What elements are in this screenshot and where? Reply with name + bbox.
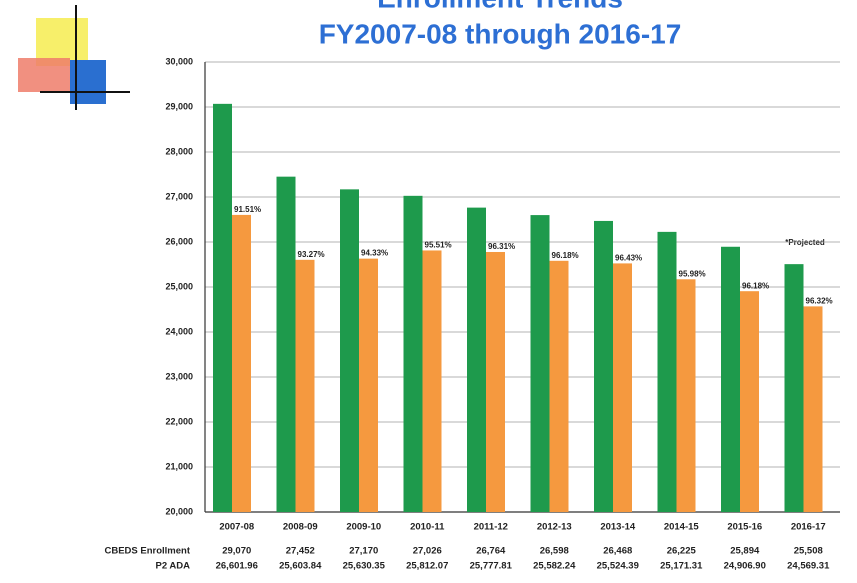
ratio-label: 96.18% <box>742 281 769 290</box>
chart-title: Enrollment Trends <box>377 0 623 13</box>
bar <box>740 291 759 512</box>
bar <box>486 251 505 513</box>
table-value: 27,452 <box>286 546 315 557</box>
bar <box>594 220 613 512</box>
bar <box>676 279 696 512</box>
bar <box>803 306 823 512</box>
table-value: 25,812.07 <box>406 561 448 572</box>
y-tick-label: 20,000 <box>165 506 193 516</box>
table-value: 25,894 <box>730 546 760 557</box>
y-tick-label: 22,000 <box>165 416 193 426</box>
row-label: P2 ADA <box>156 561 191 572</box>
bar <box>295 259 315 512</box>
table-value: 25,524.39 <box>597 561 639 572</box>
logo-red <box>18 58 70 92</box>
ratio-label: 96.43% <box>615 254 642 263</box>
ratio-label: 94.33% <box>361 249 388 258</box>
table-value: 26,225 <box>667 546 697 557</box>
y-tick-label: 21,000 <box>165 461 193 471</box>
y-tick-label: 24,000 <box>165 326 193 336</box>
table-value: 24,906.90 <box>724 561 766 572</box>
bar <box>422 250 442 512</box>
x-tick-label: 2015-16 <box>727 522 762 533</box>
x-tick-label: 2007-08 <box>219 522 254 533</box>
y-tick-label: 29,000 <box>165 101 193 111</box>
bar <box>530 215 550 512</box>
ratio-label: 96.18% <box>552 251 579 260</box>
x-tick-label: 2014-15 <box>664 522 700 533</box>
table-value: 25,582.24 <box>533 561 576 572</box>
table-value: 25,603.84 <box>279 561 322 572</box>
table-value: 26,601.96 <box>216 561 258 572</box>
table-value: 26,468 <box>603 546 632 557</box>
bar <box>613 263 632 512</box>
table-value: 27,026 <box>413 546 442 557</box>
ratio-label: 91.51% <box>234 205 261 214</box>
x-tick-label: 2011-12 <box>474 522 508 533</box>
table-value: 27,170 <box>349 546 378 557</box>
bar <box>276 176 296 512</box>
annotation: *Projected <box>785 238 825 247</box>
chart-subtitle: FY2007-08 through 2016-17 <box>319 18 682 49</box>
y-tick-label: 25,000 <box>165 281 193 291</box>
logo <box>18 5 130 110</box>
x-tick-label: 2013-14 <box>600 522 636 533</box>
x-tick-label: 2010-11 <box>410 522 445 533</box>
x-tick-label: 2012-13 <box>537 522 572 533</box>
y-tick-label: 30,000 <box>165 56 193 66</box>
bar <box>232 214 251 512</box>
bar <box>403 195 423 512</box>
table-value: 25,171.31 <box>660 561 703 572</box>
bar <box>467 207 486 512</box>
bar <box>213 103 232 512</box>
table-value: 26,764 <box>476 546 506 557</box>
bar <box>340 189 359 512</box>
ratio-label: 96.32% <box>806 296 833 305</box>
x-tick-label: 2016-17 <box>791 522 826 533</box>
y-tick-label: 23,000 <box>165 371 193 381</box>
y-tick-label: 27,000 <box>165 191 193 201</box>
bar <box>657 231 677 512</box>
bar <box>549 260 569 512</box>
table-value: 25,777.81 <box>470 561 513 572</box>
bar <box>359 258 378 512</box>
ratio-label: 95.98% <box>679 269 706 278</box>
table-value: 26,598 <box>540 546 569 557</box>
ratio-label: 93.27% <box>298 250 325 259</box>
table-value: 25,630.35 <box>343 561 386 572</box>
y-tick-label: 28,000 <box>165 146 193 156</box>
row-label: CBEDS Enrollment <box>104 546 190 557</box>
x-tick-label: 2008-09 <box>283 522 318 533</box>
table-value: 29,070 <box>222 546 251 557</box>
bar <box>784 264 804 512</box>
bar <box>721 246 740 512</box>
x-tick-label: 2009-10 <box>346 522 381 533</box>
ratio-label: 96.31% <box>488 242 515 251</box>
ratio-label: 95.51% <box>425 241 452 250</box>
table-value: 24,569.31 <box>787 561 830 572</box>
table-value: 25,508 <box>794 546 823 557</box>
y-tick-label: 26,000 <box>165 236 193 246</box>
